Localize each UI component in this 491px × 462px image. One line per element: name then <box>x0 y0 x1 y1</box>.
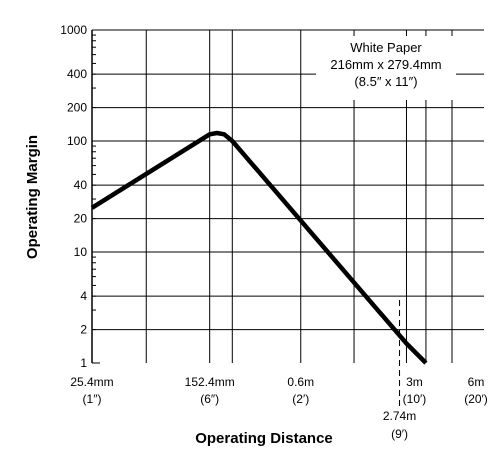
x-tick-sublabel: (10′) <box>403 392 427 406</box>
annotation-line: 216mm x 279.4mm <box>330 57 441 72</box>
grid <box>92 29 484 410</box>
series-line <box>90 130 428 365</box>
x-tick-label: 3m <box>406 375 423 389</box>
y-tick-label: 1000 <box>60 23 87 37</box>
annotation-box: White Paper 216mm x 279.4mm (8.5″ x 11″) <box>316 36 456 100</box>
annotation-line: White Paper <box>350 40 422 55</box>
y-tick-label: 1 <box>80 356 87 370</box>
x-tick-sublabel: (6″) <box>200 392 219 406</box>
x-tick-sublabel: (1″) <box>83 392 102 406</box>
y-axis-title: Operating Margin <box>24 135 41 259</box>
series-group <box>90 130 428 365</box>
annotation-line: (8.5″ x 11″) <box>354 74 417 89</box>
y-tick-label: 4 <box>80 289 87 303</box>
x-tick-sublabel: (2′) <box>292 392 309 406</box>
x-tick-label: 2.74m <box>383 409 416 423</box>
x-tick-label: 25.4mm <box>70 375 113 389</box>
y-tick-label: 10 <box>74 245 88 259</box>
y-tick-label: 400 <box>67 67 87 81</box>
y-tick-label: 20 <box>74 212 88 226</box>
y-tick-label: 40 <box>74 178 88 192</box>
axes <box>91 30 100 364</box>
x-tick-label: 0.6m <box>287 375 314 389</box>
x-tick-sublabel: (20′) <box>464 392 488 406</box>
x-tick-sublabel: (9′) <box>391 427 408 441</box>
x-axis-title: Operating Distance <box>195 430 333 447</box>
y-tick-label: 200 <box>67 101 87 115</box>
x-tick-label: 152.4mm <box>185 375 235 389</box>
tick-labels: 1 2 4 10 20 40 100 200 400 1000 25.4mm (1″) 152.4mm (… <box>60 23 488 441</box>
annotation-bg <box>316 36 456 100</box>
x-tick-label: 6m <box>468 375 485 389</box>
y-tick-label: 2 <box>80 323 87 337</box>
y-tick-label: 100 <box>67 134 87 148</box>
